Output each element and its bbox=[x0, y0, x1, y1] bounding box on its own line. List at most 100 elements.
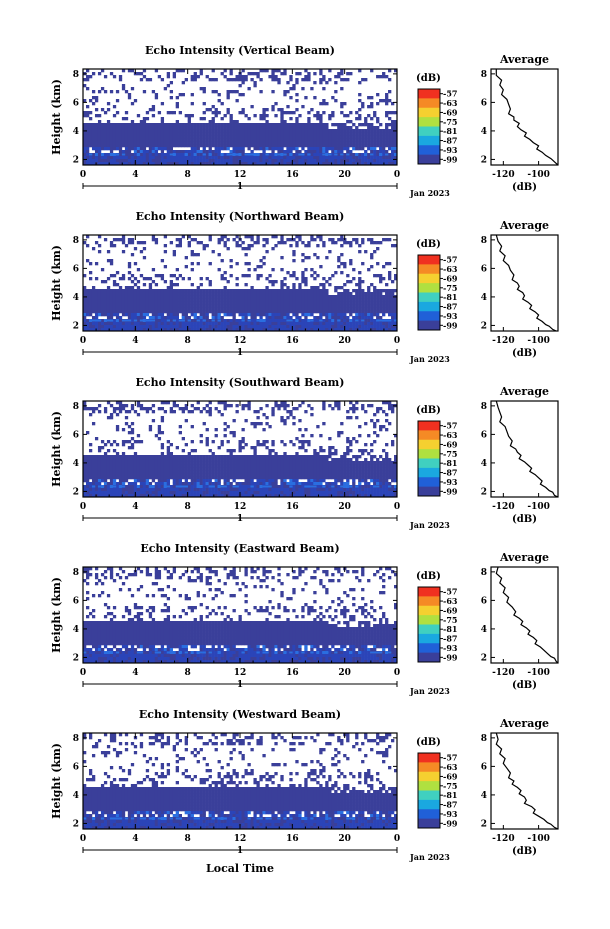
colorbar-segment bbox=[418, 89, 440, 99]
profile-line bbox=[495, 69, 559, 166]
colorbar-segment bbox=[418, 652, 440, 663]
colorbar-segment bbox=[418, 633, 440, 644]
profile-x-tick-label: -120 bbox=[492, 668, 515, 678]
colorbar-label: -57 bbox=[443, 421, 457, 431]
colorbar-label: -63 bbox=[443, 264, 458, 274]
x-axis: 0 4 8 12 16 20 0 1 Jan 2023 bbox=[80, 401, 450, 530]
heatmap-field bbox=[83, 567, 398, 664]
day-label: 1 bbox=[237, 348, 243, 358]
colorbar-segment bbox=[418, 292, 440, 303]
colorbar-segment bbox=[418, 421, 440, 431]
panel-title: Echo Intensity (Southward Beam) bbox=[136, 376, 345, 389]
colorbar-segment bbox=[418, 762, 440, 773]
average-profile: Average 2 4 6 8 -120 -100 (dB) bbox=[481, 219, 559, 359]
y-tick-label: 6 bbox=[73, 762, 79, 772]
y-axis-label: Height (km) bbox=[50, 743, 63, 819]
profile-title: Average bbox=[499, 219, 549, 232]
profile-x-tick-label: -100 bbox=[527, 668, 550, 678]
profile-line bbox=[495, 234, 557, 332]
x-tick-label: 12 bbox=[234, 170, 247, 180]
x-tick-label: 0 bbox=[80, 668, 86, 678]
profile-y-tick-label: 4 bbox=[481, 459, 487, 469]
profile-y-tick-label: 4 bbox=[481, 625, 487, 635]
profile-y-tick-label: 8 bbox=[481, 402, 487, 412]
x-axis: 0 4 8 12 16 20 0 1 Jan 2023 bbox=[80, 69, 450, 198]
date-label: Jan 2023 bbox=[409, 188, 450, 198]
x-tick-label: 4 bbox=[132, 834, 138, 844]
colorbar-label: -57 bbox=[443, 255, 457, 265]
y-tick-label: 8 bbox=[73, 402, 79, 412]
colorbar-label: -63 bbox=[443, 430, 458, 440]
y-tick-label: 6 bbox=[73, 264, 79, 274]
colorbar-segment bbox=[418, 605, 440, 616]
colorbar-segment bbox=[418, 301, 440, 312]
date-label: Jan 2023 bbox=[409, 354, 450, 364]
date-label: Jan 2023 bbox=[409, 686, 450, 696]
colorbar: (dB)-57-63-69-75-81-87-93-99 bbox=[416, 571, 458, 663]
colorbar-segment bbox=[418, 458, 440, 469]
date-label: Jan 2023 bbox=[409, 852, 450, 862]
profile-x-tick-label: -100 bbox=[527, 336, 550, 346]
colorbar-label: -69 bbox=[443, 771, 458, 781]
colorbar-label: -81 bbox=[443, 624, 457, 634]
y-tick-label: 8 bbox=[73, 734, 79, 744]
colorbar-frame bbox=[417, 88, 441, 165]
colorbar-segment bbox=[418, 311, 440, 322]
colorbar-label: -75 bbox=[443, 117, 457, 127]
panel-3: Echo Intensity (Southward Beam) 2 4 6 8 Heigh… bbox=[50, 376, 559, 530]
y-axis: 2 4 6 8 Height (km) bbox=[50, 236, 397, 331]
profile-y-tick-label: 4 bbox=[481, 791, 487, 801]
colorbar-label: -99 bbox=[443, 486, 458, 496]
day-label: 1 bbox=[237, 680, 243, 690]
profile-x-tick-label: -100 bbox=[527, 834, 550, 844]
x-tick-label: 12 bbox=[234, 502, 247, 512]
y-axis: 2 4 6 8 Height (km) bbox=[50, 734, 397, 829]
profile-x-label: (dB) bbox=[512, 514, 537, 525]
average-profile: Average 2 4 6 8 -120 -100 (dB) bbox=[481, 717, 559, 857]
y-tick-label: 2 bbox=[73, 321, 79, 331]
profile-y-tick-label: 2 bbox=[481, 321, 487, 331]
x-tick-label: 4 bbox=[132, 668, 138, 678]
x-tick-label: 0 bbox=[394, 668, 400, 678]
y-tick-label: 2 bbox=[73, 819, 79, 829]
colorbar-frame bbox=[417, 420, 441, 497]
colorbar-segment bbox=[418, 467, 440, 478]
x-tick-label: 8 bbox=[185, 502, 191, 512]
colorbar: (dB)-57-63-69-75-81-87-93-99 bbox=[416, 73, 458, 165]
x-tick-label: 4 bbox=[132, 170, 138, 180]
x-tick-label: 0 bbox=[80, 336, 86, 346]
panel-title: Echo Intensity (Northward Beam) bbox=[136, 210, 345, 223]
colorbar-segment bbox=[418, 624, 440, 635]
profile-line bbox=[495, 566, 559, 664]
x-tick-label: 8 bbox=[185, 668, 191, 678]
panel-2: Echo Intensity (Northward Beam) 2 4 6 8 Heigh… bbox=[50, 210, 559, 364]
y-tick-label: 2 bbox=[73, 653, 79, 663]
profile-frame bbox=[490, 566, 559, 664]
colorbar-segment bbox=[418, 818, 440, 829]
profile-frame bbox=[490, 732, 559, 830]
colorbar-label: -69 bbox=[443, 107, 458, 117]
colorbar-label: -75 bbox=[443, 283, 457, 293]
profile-y-tick-label: 2 bbox=[481, 653, 487, 663]
y-axis: 2 4 6 8 Height (km) bbox=[50, 568, 397, 663]
colorbar-segment bbox=[418, 781, 440, 791]
x-tick-label: 16 bbox=[286, 336, 299, 346]
profile-y-tick-label: 8 bbox=[481, 70, 487, 80]
colorbar-segment bbox=[418, 135, 440, 146]
x-tick-label: 20 bbox=[338, 834, 351, 844]
colorbar-segment bbox=[418, 771, 440, 782]
profile-x-label: (dB) bbox=[512, 348, 537, 359]
x-axis: 0 4 8 12 16 20 0 1 Jan 2023 bbox=[80, 567, 450, 696]
profile-y-tick-label: 8 bbox=[481, 734, 487, 744]
colorbar-label: -81 bbox=[443, 126, 457, 136]
colorbar-label: -99 bbox=[443, 818, 458, 828]
x-tick-label: 20 bbox=[338, 336, 351, 346]
y-tick-label: 8 bbox=[73, 568, 79, 578]
colorbar-label: -93 bbox=[443, 643, 458, 653]
y-tick-label: 4 bbox=[73, 293, 79, 303]
colorbar-label: -81 bbox=[443, 790, 457, 800]
colorbar-segment bbox=[418, 486, 440, 497]
colorbar-label: -63 bbox=[443, 762, 458, 772]
colorbar-unit: (dB) bbox=[416, 73, 441, 84]
colorbar-segment bbox=[418, 799, 440, 810]
